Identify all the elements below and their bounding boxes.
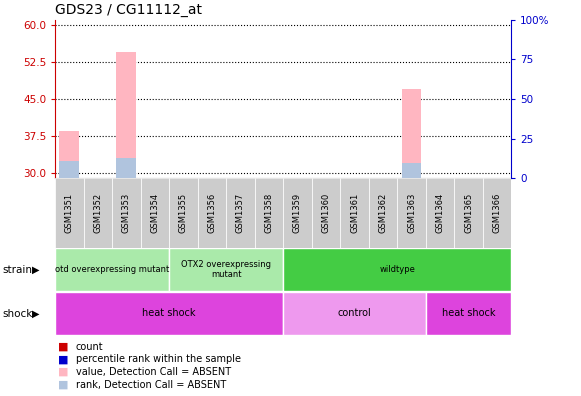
- Bar: [340, 178, 369, 248]
- Text: GSM1352: GSM1352: [94, 193, 102, 233]
- Bar: [284, 248, 511, 291]
- Bar: [59, 131, 80, 178]
- Bar: [401, 89, 421, 178]
- Bar: [312, 178, 340, 248]
- Text: GDS23 / CG11112_at: GDS23 / CG11112_at: [55, 4, 202, 17]
- Text: strain: strain: [3, 265, 33, 275]
- Text: GSM1354: GSM1354: [150, 193, 159, 233]
- Text: heat shock: heat shock: [442, 308, 495, 318]
- Text: heat shock: heat shock: [142, 308, 196, 318]
- Text: GSM1364: GSM1364: [436, 193, 444, 233]
- Bar: [426, 178, 454, 248]
- Text: wildtype: wildtype: [379, 265, 415, 274]
- Bar: [401, 163, 421, 178]
- Bar: [426, 292, 511, 335]
- Text: ■: ■: [58, 367, 69, 377]
- Bar: [483, 178, 511, 248]
- Text: GSM1360: GSM1360: [321, 193, 331, 233]
- Bar: [84, 178, 112, 248]
- Bar: [55, 178, 84, 248]
- Bar: [226, 178, 254, 248]
- Bar: [284, 178, 312, 248]
- Text: GSM1358: GSM1358: [264, 193, 274, 233]
- Text: ▶: ▶: [32, 265, 40, 275]
- Text: GSM1359: GSM1359: [293, 193, 302, 233]
- Text: GSM1363: GSM1363: [407, 193, 416, 233]
- Bar: [198, 178, 226, 248]
- Text: GSM1356: GSM1356: [207, 193, 217, 233]
- Text: value, Detection Call = ABSENT: value, Detection Call = ABSENT: [76, 367, 231, 377]
- Text: GSM1357: GSM1357: [236, 193, 245, 233]
- Text: rank, Detection Call = ABSENT: rank, Detection Call = ABSENT: [76, 379, 226, 390]
- Text: shock: shock: [3, 308, 33, 319]
- Bar: [169, 248, 284, 291]
- Bar: [112, 178, 141, 248]
- Text: GSM1355: GSM1355: [179, 193, 188, 233]
- Text: percentile rank within the sample: percentile rank within the sample: [76, 354, 241, 364]
- Bar: [397, 178, 426, 248]
- Text: control: control: [338, 308, 371, 318]
- Text: GSM1362: GSM1362: [378, 193, 388, 233]
- Text: GSM1365: GSM1365: [464, 193, 473, 233]
- Bar: [55, 248, 169, 291]
- Text: count: count: [76, 341, 103, 352]
- Bar: [254, 178, 284, 248]
- Text: OTX2 overexpressing
mutant: OTX2 overexpressing mutant: [181, 260, 271, 279]
- Bar: [55, 292, 284, 335]
- Text: ■: ■: [58, 354, 69, 364]
- Text: ■: ■: [58, 341, 69, 352]
- Bar: [141, 178, 169, 248]
- Bar: [116, 158, 137, 178]
- Bar: [116, 52, 137, 178]
- Bar: [169, 178, 198, 248]
- Bar: [284, 292, 426, 335]
- Bar: [59, 161, 80, 178]
- Text: otd overexpressing mutant: otd overexpressing mutant: [55, 265, 169, 274]
- Bar: [369, 178, 397, 248]
- Text: GSM1351: GSM1351: [65, 193, 74, 233]
- Text: GSM1361: GSM1361: [350, 193, 359, 233]
- Text: ▶: ▶: [32, 308, 40, 319]
- Text: GSM1366: GSM1366: [493, 193, 501, 233]
- Text: ■: ■: [58, 379, 69, 390]
- Bar: [454, 178, 483, 248]
- Text: GSM1353: GSM1353: [122, 193, 131, 233]
